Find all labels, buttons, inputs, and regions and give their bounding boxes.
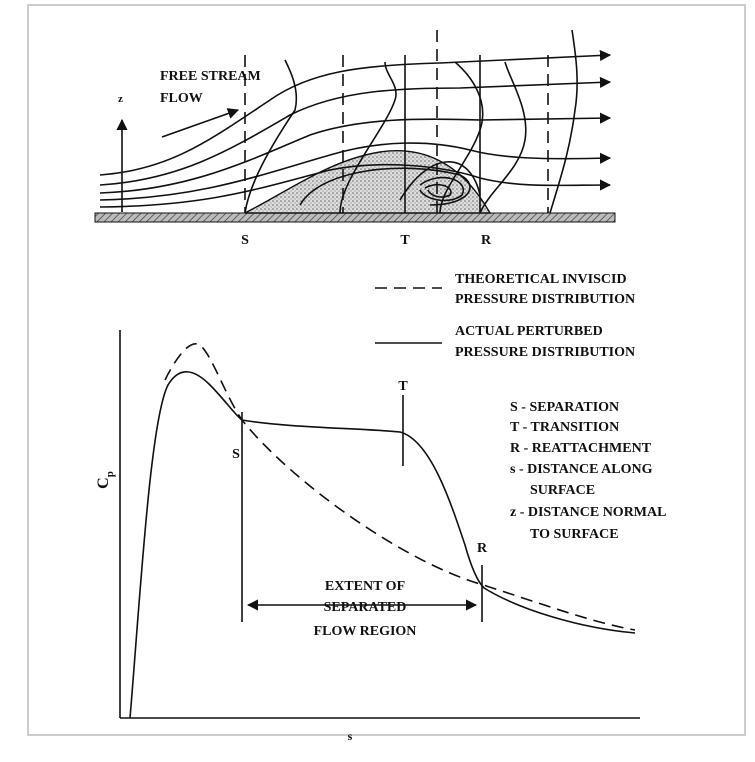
marker-label: T bbox=[398, 379, 408, 394]
x-label: s bbox=[348, 729, 353, 743]
extent-label: FLOW REGION bbox=[314, 624, 417, 639]
extent-label: SEPARATED bbox=[324, 600, 407, 615]
key-text: s - DISTANCE ALONG bbox=[510, 462, 653, 477]
legend-text: THEORETICAL INVISCID bbox=[455, 272, 627, 287]
marker-label: S bbox=[232, 447, 240, 462]
station: T bbox=[400, 233, 410, 248]
y-label-sub: p bbox=[104, 471, 116, 477]
key-text: R - REATTACHMENT bbox=[510, 441, 652, 456]
key-text: S - SEPARATION bbox=[510, 400, 619, 415]
stream-label: FREE STREAM bbox=[160, 69, 261, 84]
axis-label: z bbox=[118, 93, 123, 105]
stream-label: FLOW bbox=[160, 91, 203, 106]
page: FREE STREAM FLOW z S T R THEORETICAL INV… bbox=[0, 0, 755, 762]
key-text: SURFACE bbox=[530, 483, 595, 498]
station: R bbox=[481, 233, 492, 248]
legend-text: ACTUAL PERTURBED bbox=[455, 324, 603, 339]
key-text: z - DISTANCE NORMAL bbox=[510, 505, 666, 520]
marker-label: R bbox=[477, 541, 488, 556]
key-text: TO SURFACE bbox=[530, 527, 619, 542]
station: S bbox=[241, 233, 249, 248]
legend-text: PRESSURE DISTRIBUTION bbox=[455, 292, 635, 307]
key-text: T - TRANSITION bbox=[510, 420, 619, 435]
y-label-main: C bbox=[95, 477, 112, 489]
extent-label: EXTENT OF bbox=[325, 579, 405, 594]
legend-text: PRESSURE DISTRIBUTION bbox=[455, 345, 635, 360]
